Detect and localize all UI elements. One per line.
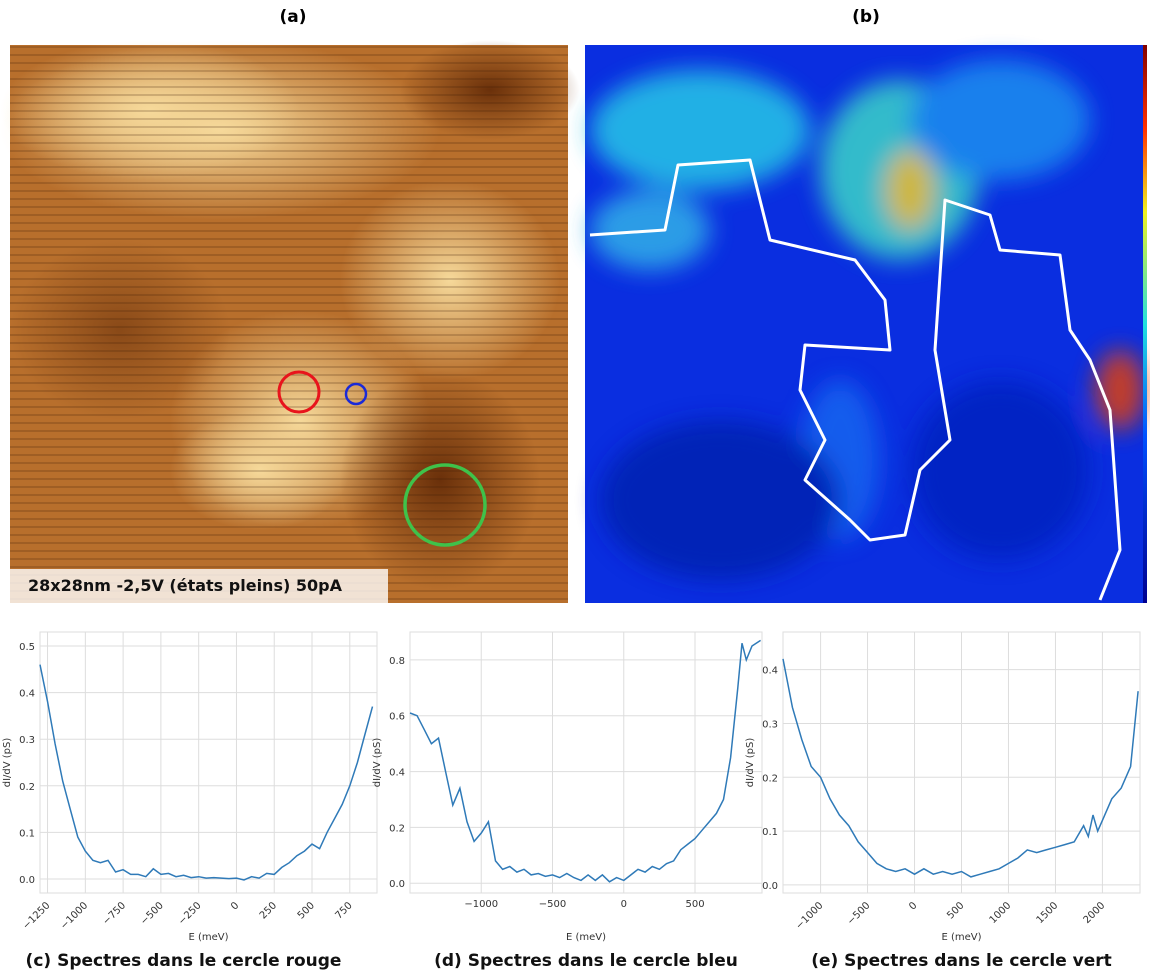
- x-tick-label: 1000: [988, 900, 1014, 926]
- x-tick-label: −500: [139, 900, 166, 927]
- panel-label: (b): [852, 7, 880, 27]
- plot-area: [39, 631, 378, 894]
- y-tick-label: 0.0: [19, 875, 35, 886]
- stm-image: 28x28nm -2,5V (états pleins) 50pA: [0, 40, 580, 603]
- y-tick-label: 0.0: [389, 879, 405, 890]
- x-tick-label: 500: [296, 900, 317, 921]
- y-axis-label: dI/dV (pS): [2, 738, 13, 788]
- y-tick-label: 0.3: [19, 735, 35, 746]
- y-tick-label: 0.3: [762, 719, 778, 730]
- x-tick-label: 500: [685, 899, 704, 910]
- image-caption: 28x28nm -2,5V (états pleins) 50pA: [28, 576, 343, 595]
- x-tick-label: 0: [907, 900, 919, 912]
- x-tick-label: 2000: [1082, 900, 1108, 926]
- x-tick-label: 250: [258, 900, 279, 921]
- x-tick-label: −500: [845, 900, 872, 927]
- chart-caption: (c) Spectres dans le cercle rouge: [26, 951, 342, 971]
- x-tick-label: 0: [621, 899, 627, 910]
- y-tick-label: 0.2: [389, 823, 405, 834]
- y-axis-label: dI/dV (pS): [372, 738, 383, 788]
- x-tick-label: 1500: [1035, 900, 1061, 926]
- x-axis-label: E (meV): [188, 932, 228, 943]
- x-tick-label: 0: [229, 900, 241, 912]
- panel-label: (a): [279, 7, 306, 27]
- x-axis-label: E (meV): [566, 932, 606, 943]
- y-tick-label: 0.8: [389, 656, 405, 667]
- y-axis-label: dI/dV (pS): [745, 738, 756, 788]
- x-tick-label: −250: [176, 900, 203, 927]
- y-tick-label: 0.0: [762, 881, 778, 892]
- x-tick-label: −1000: [464, 899, 498, 910]
- x-tick-label: −1000: [59, 900, 91, 932]
- y-tick-label: 0.2: [762, 773, 778, 784]
- y-tick-label: 0.4: [762, 666, 778, 677]
- y-tick-label: 0.6: [389, 712, 405, 723]
- spectrum-line: [39, 664, 374, 881]
- plot-area: [409, 631, 763, 894]
- y-tick-label: 0.4: [19, 689, 35, 700]
- x-tick-label: −750: [101, 900, 128, 927]
- x-tick-label: −500: [539, 899, 566, 910]
- x-tick-label: 750: [333, 900, 354, 921]
- y-tick-label: 0.1: [19, 828, 35, 839]
- y-tick-label: 0.5: [19, 642, 35, 653]
- chart-caption: (e) Spectres dans le cercle vert: [811, 951, 1112, 971]
- dos-map: [585, 45, 1147, 603]
- x-tick-label: −1000: [794, 900, 826, 932]
- x-tick-label: −1250: [21, 900, 53, 932]
- chart-caption: (d) Spectres dans le cercle bleu: [434, 951, 738, 971]
- x-axis-label: E (meV): [941, 932, 981, 943]
- spectrum-line: [409, 639, 762, 883]
- x-tick-label: 500: [945, 900, 966, 921]
- y-tick-label: 0.2: [19, 782, 35, 793]
- spectrum-line: [782, 658, 1139, 878]
- y-tick-label: 0.4: [389, 768, 405, 779]
- y-tick-label: 0.1: [762, 827, 778, 838]
